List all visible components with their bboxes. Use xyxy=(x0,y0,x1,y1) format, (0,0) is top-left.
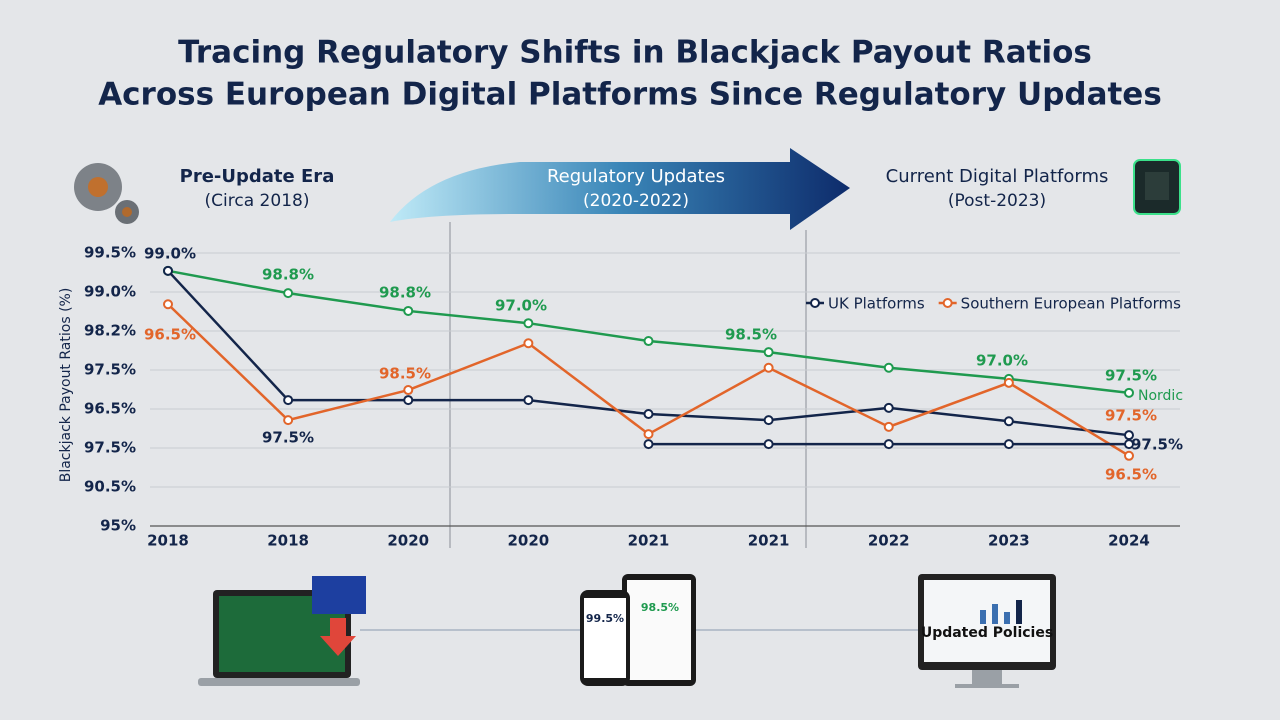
phase-title: Pre-Update Era xyxy=(180,166,335,187)
annotation: 98.8% xyxy=(262,266,314,284)
data-point xyxy=(523,338,534,349)
data-point xyxy=(283,288,294,299)
data-point xyxy=(1003,377,1014,388)
annotation: 97.5% xyxy=(1105,407,1157,425)
data-point xyxy=(403,385,414,396)
data-point xyxy=(763,439,774,450)
x-tick-label: 2018 xyxy=(267,532,309,550)
data-point xyxy=(883,362,894,373)
tablet-value: 98.5% xyxy=(641,601,679,614)
y-tick-label: 90.5% xyxy=(84,478,136,496)
data-point xyxy=(283,415,294,426)
y-tick-label: 95% xyxy=(100,517,136,535)
data-point xyxy=(283,395,294,406)
annotation: 99.0% xyxy=(144,245,196,263)
data-point xyxy=(763,362,774,373)
data-point xyxy=(1124,450,1134,461)
monitor-text: Updated Policies xyxy=(921,625,1053,641)
annotation: 96.5% xyxy=(144,326,196,344)
phase-title: Regulatory Updates xyxy=(547,166,725,187)
data-point xyxy=(883,439,894,450)
x-tick-label: 2018 xyxy=(147,532,189,550)
y-tick-label: 96.5% xyxy=(84,400,136,418)
chip-icon xyxy=(1133,159,1181,215)
legend-marker xyxy=(810,298,820,308)
data-point xyxy=(163,265,173,276)
data-point xyxy=(1003,416,1014,427)
legend-label: UK Platforms xyxy=(828,295,925,313)
data-point xyxy=(643,439,654,450)
devices-illustration: 99.5% 98.5% xyxy=(580,574,696,686)
annotation: 97.5% xyxy=(1105,367,1157,385)
plot: 95% 90.5% 97.5% 96.5% 97.5% 98.2% 99.0% 99.5% 20… xyxy=(84,244,1183,550)
annotation: 97.5% xyxy=(1131,436,1183,454)
phase-subtitle: (2020-2022) xyxy=(583,191,689,211)
data-point xyxy=(1003,439,1014,450)
annotation: 98.5% xyxy=(725,326,777,344)
data-point xyxy=(883,421,894,432)
data-point xyxy=(763,415,774,426)
data-point xyxy=(1124,439,1134,450)
data-point xyxy=(763,347,774,358)
annotation: 97.0% xyxy=(976,352,1028,370)
phase-subtitle: (Post-2023) xyxy=(948,191,1046,211)
annotation: 98.5% xyxy=(379,365,431,383)
y-axis-label: Blackjack Payout Ratios (%) xyxy=(58,288,74,483)
legend-label: Southern European Platforms xyxy=(961,295,1181,313)
data-point xyxy=(883,402,894,413)
annotation: 97.0% xyxy=(495,297,547,315)
y-tick-label: 99.0% xyxy=(84,283,136,301)
data-point xyxy=(1124,387,1134,398)
monitor-illustration: Updated Policies xyxy=(918,574,1056,688)
phone-value: 99.5% xyxy=(586,612,624,625)
x-tick-label: 2021 xyxy=(628,532,670,550)
y-tick-label: 97.5% xyxy=(84,439,136,457)
subtitle: Across European Digital Platforms Since … xyxy=(98,77,1162,113)
x-tick-label: 2024 xyxy=(1108,532,1150,550)
laptop-illustration xyxy=(198,576,366,686)
phase-subtitle: (Circa 2018) xyxy=(205,191,310,211)
data-point xyxy=(163,299,173,310)
data-point xyxy=(643,409,654,420)
data-point xyxy=(403,305,414,316)
x-tick-label: 2022 xyxy=(868,532,910,550)
title: Tracing Regulatory Shifts in Blackjack P… xyxy=(178,35,1092,71)
data-point xyxy=(403,395,414,406)
x-tick-label: 2020 xyxy=(508,532,550,550)
phase-title: Current Digital Platforms xyxy=(886,166,1109,187)
data-point xyxy=(643,429,654,440)
annotation: 97.5% xyxy=(262,429,314,447)
data-point xyxy=(643,336,654,347)
annotation: 96.5% xyxy=(1105,466,1157,484)
data-point xyxy=(523,318,534,329)
x-tick-label: 2020 xyxy=(387,532,429,550)
x-tick-label: 2021 xyxy=(748,532,790,550)
y-tick-label: 97.5% xyxy=(84,361,136,379)
x-tick-label: 2023 xyxy=(988,532,1030,550)
y-tick-label: 99.5% xyxy=(84,244,136,262)
data-point xyxy=(523,395,534,406)
gear-icon xyxy=(74,163,139,224)
timeline-arrow xyxy=(390,148,850,230)
y-tick-label: 98.2% xyxy=(84,322,136,340)
series-end-label: Nordic xyxy=(1138,388,1183,404)
annotation: 98.8% xyxy=(379,284,431,302)
legend-marker xyxy=(942,298,953,308)
